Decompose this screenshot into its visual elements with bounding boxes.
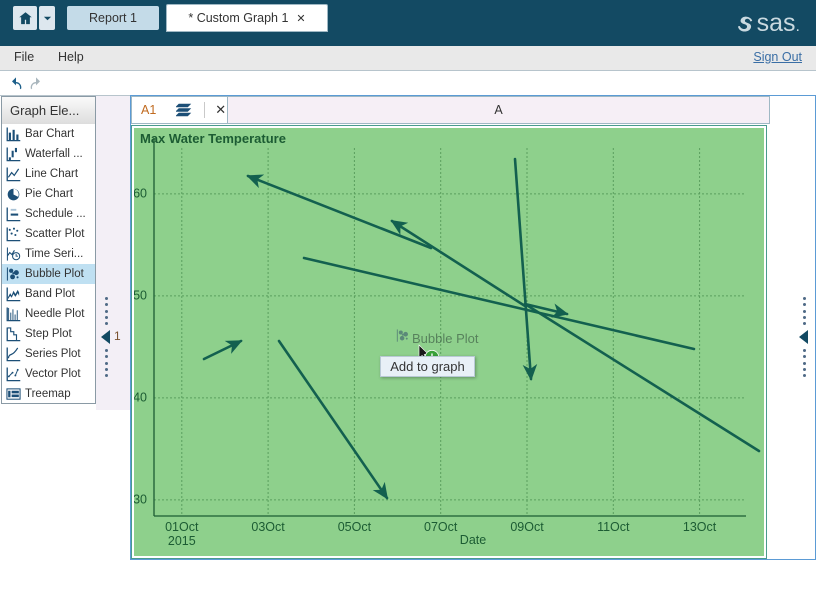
- svg-text:40: 40: [134, 391, 147, 405]
- svg-text:09Oct: 09Oct: [510, 520, 544, 534]
- svg-text:13Oct: 13Oct: [683, 520, 717, 534]
- svg-text:07Oct: 07Oct: [424, 520, 458, 534]
- svg-text:60: 60: [134, 187, 147, 201]
- svg-text:01Oct: 01Oct: [165, 520, 199, 534]
- svg-text:11Oct: 11Oct: [597, 520, 630, 534]
- svg-text:30: 30: [134, 493, 147, 507]
- svg-text:03Oct: 03Oct: [251, 520, 285, 534]
- svg-text:05Oct: 05Oct: [338, 520, 372, 534]
- svg-text:50: 50: [134, 289, 147, 303]
